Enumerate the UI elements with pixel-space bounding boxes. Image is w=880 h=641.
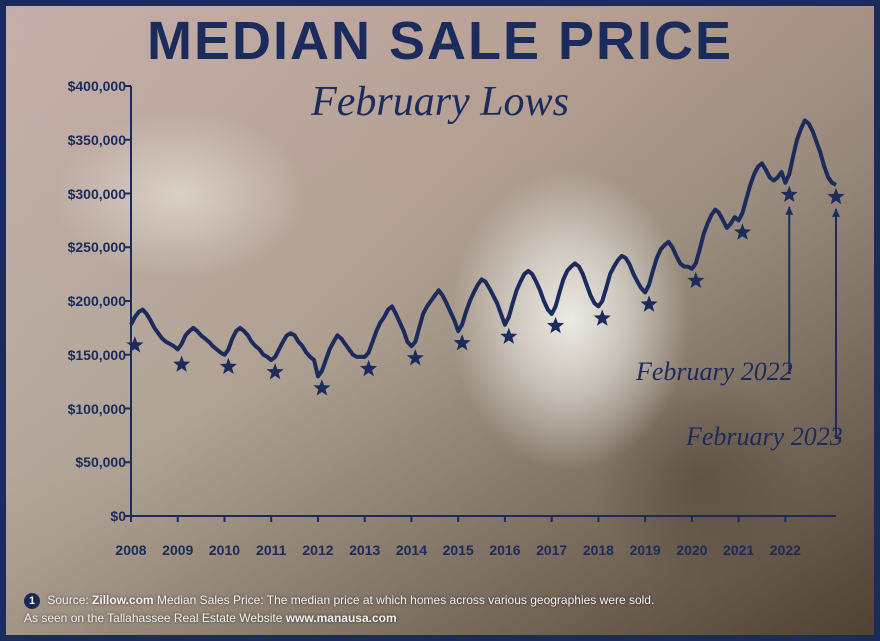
source-prefix: Source: [47, 593, 92, 607]
feb-low-star [594, 309, 611, 325]
y-axis-label: $50,000 [26, 454, 126, 470]
x-axis-label: 2014 [396, 542, 427, 558]
footnote-badge: 1 [24, 593, 40, 609]
x-axis-label: 2008 [115, 542, 146, 558]
feb-low-star [267, 363, 284, 379]
x-axis-label: 2021 [723, 542, 754, 558]
source-desc: Median Sales Price: The median price at … [154, 593, 655, 607]
feb-low-star [173, 356, 190, 372]
arrowhead-icon [832, 209, 840, 217]
asseen-prefix: As seen on the Tallahassee Real Estate W… [24, 611, 286, 625]
y-axis-label: $150,000 [26, 347, 126, 363]
x-axis-label: 2009 [162, 542, 193, 558]
footer-source: 1 Source: Zillow.com Median Sales Price:… [24, 593, 856, 609]
feb-low-star [407, 349, 424, 365]
chart-svg [46, 76, 846, 556]
feb-low-star [641, 295, 658, 311]
x-axis-label: 2019 [630, 542, 661, 558]
footer-asseen: As seen on the Tallahassee Real Estate W… [24, 611, 856, 625]
x-axis-label: 2013 [349, 542, 380, 558]
chart-title: MEDIAN SALE PRICE [6, 14, 874, 68]
feb-low-star [827, 188, 844, 204]
feb-low-star [220, 358, 237, 374]
feb-low-star [781, 186, 798, 202]
y-axis-label: $400,000 [26, 78, 126, 94]
x-axis-label: 2020 [676, 542, 707, 558]
x-axis-label: 2015 [443, 542, 474, 558]
feb-low-star [360, 360, 377, 376]
y-axis-label: $350,000 [26, 132, 126, 148]
y-axis-label: $200,000 [26, 293, 126, 309]
chart-frame: MEDIAN SALE PRICE February Lows $0$50,00… [0, 0, 880, 641]
annotation-leader [836, 209, 841, 438]
feb-low-star [547, 317, 564, 333]
annotation-label: February 2022 [636, 357, 793, 387]
y-axis-label: $250,000 [26, 239, 126, 255]
annotation-label: February 2023 [686, 422, 843, 452]
chart-area: $0$50,000$100,000$150,000$200,000$250,00… [46, 76, 846, 556]
x-axis-label: 2012 [302, 542, 333, 558]
feb-low-star [454, 334, 471, 350]
feb-low-star [687, 272, 704, 288]
x-axis-label: 2018 [583, 542, 614, 558]
x-axis-label: 2017 [536, 542, 567, 558]
asseen-site: www.manausa.com [286, 611, 397, 625]
price-line [131, 120, 836, 376]
source-name: Zillow.com [92, 593, 154, 607]
feb-low-star [313, 379, 330, 395]
annotation-leader [789, 207, 791, 373]
footer: 1 Source: Zillow.com Median Sales Price:… [24, 593, 856, 625]
y-axis-label: $100,000 [26, 401, 126, 417]
feb-low-star [734, 223, 751, 239]
arrowhead-icon [785, 207, 793, 215]
x-axis-label: 2022 [770, 542, 801, 558]
y-axis-label: $300,000 [26, 186, 126, 202]
x-axis-label: 2011 [256, 542, 286, 558]
feb-low-star [126, 336, 143, 352]
feb-low-star [500, 328, 517, 344]
x-axis-label: 2010 [209, 542, 240, 558]
x-axis-label: 2016 [489, 542, 520, 558]
y-axis-label: $0 [26, 508, 126, 524]
